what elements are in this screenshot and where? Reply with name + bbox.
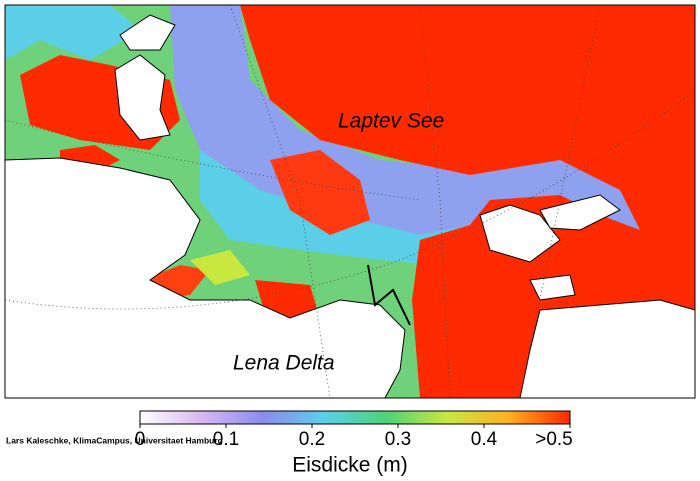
colorbar-title: Eisdicke (m)	[292, 454, 408, 477]
delta-label: Lena Delta	[233, 352, 335, 375]
ice-cyan	[200, 150, 470, 265]
ice-yellow	[190, 250, 250, 285]
colorbar-tick-label: 0.4	[471, 429, 498, 450]
map-frame	[4, 4, 696, 399]
colorbar-tick-label: 0	[135, 429, 146, 450]
thick-ice	[240, 5, 695, 398]
ice-cyan	[5, 5, 140, 60]
colorbar-tick-label: 0.2	[299, 429, 325, 450]
sea-label: Laptev See	[338, 110, 444, 133]
credit: Lars Kaleschke, KlimaCampus, Universitae…	[6, 435, 223, 445]
colorbar-tick-label: 0.1	[213, 429, 239, 450]
ice-map	[5, 5, 695, 398]
island	[529, 274, 576, 301]
colorbar	[139, 410, 571, 425]
graticule	[229, 5, 331, 398]
colorbar-tick-label: 0.3	[385, 429, 411, 450]
delta-marker	[367, 264, 411, 326]
island	[479, 204, 561, 263]
island	[114, 54, 171, 141]
colorbar-tick-label: >0.5	[535, 429, 573, 450]
graticule	[5, 89, 695, 310]
thick-ice	[270, 150, 370, 235]
graticule	[419, 5, 451, 398]
island	[119, 14, 176, 51]
island	[539, 194, 621, 231]
land	[519, 299, 695, 398]
land	[5, 157, 406, 398]
